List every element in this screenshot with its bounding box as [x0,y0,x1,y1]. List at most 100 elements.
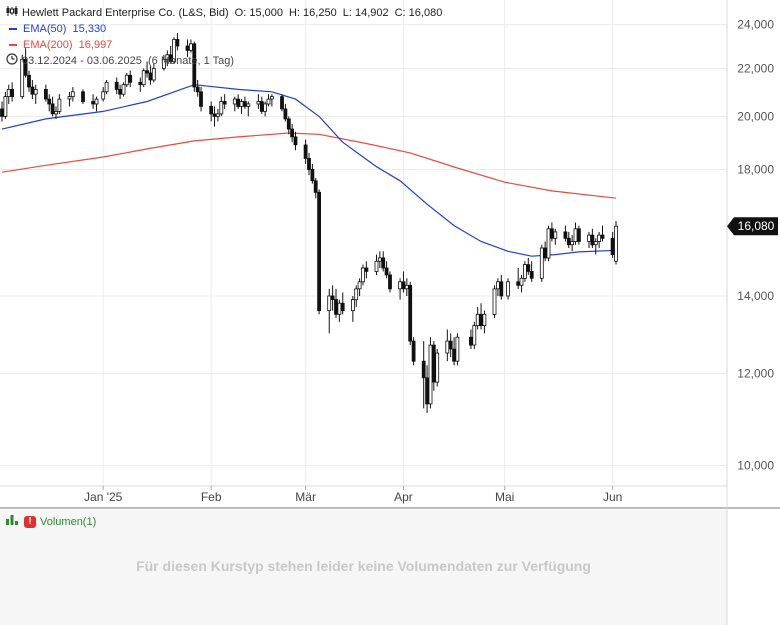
current-price-label: 16,080 [738,219,775,233]
candle [23,48,28,78]
candle-body [10,89,15,98]
candle-body [614,225,618,262]
candle [408,281,413,346]
candle-body [236,98,241,107]
candle [3,91,8,119]
legend-ema200[interactable]: EMA(200) 16,997 [6,37,442,53]
candle-body [161,58,166,69]
candle-body [411,340,416,362]
candle [499,274,504,300]
candle-body [114,81,119,90]
candle [573,222,578,245]
candle-body [256,101,261,105]
candle [404,278,409,297]
candle [168,46,173,64]
candle-body [401,281,406,290]
candle-body [121,84,126,95]
candle [577,225,581,245]
ema200-label: EMA(200) [23,39,73,51]
candle-body [212,113,217,117]
candle [280,94,284,112]
x-tick-label: Jan '25 [84,490,123,504]
candle [101,87,106,102]
candle-body [593,241,598,246]
candle-body [141,70,146,86]
legend-ema50[interactable]: EMA(50) 15,330 [6,21,442,37]
candle [303,139,308,164]
candle-body [280,96,284,110]
candle-body [283,108,288,120]
candle [222,94,227,109]
candle [455,333,460,366]
candle-body [148,72,153,81]
candle [128,70,133,88]
candle [563,225,568,242]
candle-body [566,237,571,246]
y-tick-label: 12,000 [737,367,774,381]
clock-icon [6,52,18,70]
candle [195,79,200,97]
candle [357,278,362,297]
candle-body [33,89,38,95]
candle-body [330,295,335,300]
candle-body [516,281,521,286]
candle-body [27,74,31,88]
candle [20,54,25,100]
candle [435,349,440,387]
candle [44,84,48,102]
candle [431,341,436,391]
x-tick-label: Feb [201,490,222,504]
candle-body [50,103,55,115]
candle [361,264,365,286]
high-label: H: [288,7,300,19]
candle-body [374,260,379,272]
candle-body [327,295,332,312]
candle [70,87,75,102]
candle-body [425,377,430,405]
candle-body [337,302,342,315]
candle-body [610,237,615,256]
candle-body [479,313,484,326]
candle-body [192,43,197,88]
candle-body [91,101,95,105]
ema50-line [1,84,617,257]
candle [67,91,72,107]
candle-body [172,39,177,63]
candle [313,177,318,199]
candle [0,101,4,122]
low-label: L: [342,7,352,19]
candle-body [222,101,227,105]
candle-body [526,264,531,272]
candle-body [124,74,129,86]
candle-body [101,91,106,100]
candle-body [246,103,251,107]
candle [384,261,389,279]
candle-body [404,284,409,290]
y-tick-label: 22,000 [737,61,774,75]
candle-body [57,98,62,112]
candle [330,285,335,311]
volume-legend[interactable]: ! Volumen(1) [6,515,96,528]
candle [91,94,95,109]
candle-body [168,54,173,62]
candle [81,89,85,104]
candle-body [266,98,271,105]
candle [94,96,99,112]
candle [614,220,618,265]
candle-body [350,299,355,312]
candle [428,337,433,409]
candle-body [94,98,99,105]
low-value: 14,902 [354,7,389,19]
current-price-tag: 16,080 [727,217,778,236]
period-range: 03.12.2024 - 03.06.2025 [22,55,142,67]
candle-body [67,96,72,100]
candle-body [30,86,35,95]
candle-body [384,267,389,276]
candle-body [81,91,85,102]
candle [263,101,268,117]
candle [161,54,166,71]
candle-body [215,113,220,117]
y-axis-ticks: 24,000 22,000 20,000 18,000 14,000 12,000 10,0… [737,18,774,473]
candle-body [47,98,52,105]
